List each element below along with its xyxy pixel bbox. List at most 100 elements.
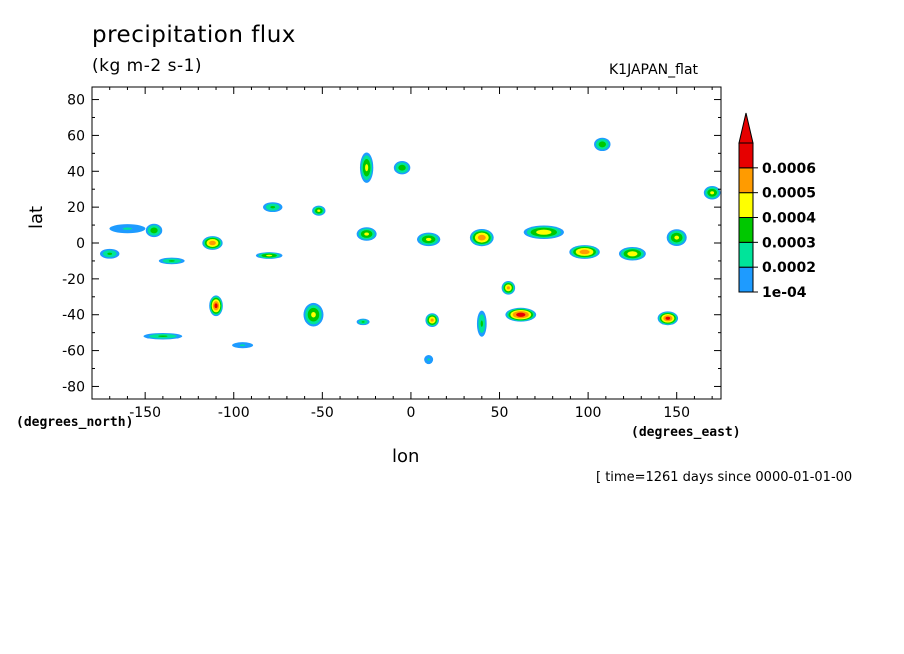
precip-feature [703,186,721,200]
y-tick-label: 20 [67,200,85,216]
precip-feature [657,311,679,326]
precip-feature [359,152,374,183]
y-tick-label: 60 [67,128,85,144]
x-tick-label: 50 [491,405,509,421]
precip-feature [143,332,183,340]
x-tick-label: 0 [406,405,415,421]
precip-feature [312,205,326,216]
colorbar-label: 0.0006 [762,161,816,177]
contour-level-6 [214,303,218,309]
contour-level-6 [516,312,526,317]
contour-level-4 [311,311,316,318]
y-tick-label: -80 [62,379,85,395]
precip-feature [145,223,163,238]
precip-feature [416,232,441,247]
plot-frame [91,86,722,400]
precip-feature [476,310,487,337]
contour-level-4 [317,209,321,212]
y-tick-label: 40 [67,164,85,180]
contour-level-4 [710,191,715,195]
contour-level-2 [239,344,246,346]
precip-feature [618,246,646,261]
precip-feature [505,307,537,322]
contour-level-2 [122,227,133,230]
precip-feature [263,202,283,213]
contour-level-3 [158,335,168,338]
precip-feature [425,313,439,327]
colorbar-label: 0.0003 [762,235,816,251]
colorbar-label: 1e-04 [762,285,807,301]
x-axis-label: lon [392,446,420,467]
contour-level-3 [480,320,483,327]
contour-level-4 [425,237,432,241]
precip-feature [501,280,516,295]
chart-units: (kg m-2 s-1) [92,56,203,76]
contour-level-3 [361,321,365,323]
precip-feature [109,224,146,234]
precip-feature [356,227,377,241]
contour-level-5 [209,240,216,246]
contour-level-5 [477,234,486,241]
contour-level-5 [506,286,510,290]
y-axis-label: lat [26,205,47,229]
colorbar-swatch [738,167,754,194]
x-axis-units: (degrees_east) [631,425,741,440]
contour-level-4 [364,232,369,236]
precip-feature [209,295,223,317]
contour-level-5 [430,318,434,322]
chart-title: precipitation flux [92,22,296,48]
precip-feature [202,236,223,250]
precip-feature [100,248,120,259]
precip-feature [569,245,600,259]
contour-level-4 [365,164,369,172]
axes: -150 -100 -50 0 50 100 150 80 60 40 20 0 -20 -40 -60 -8… [62,87,721,421]
y-tick-label: 80 [67,93,85,109]
precip-feature [232,342,254,349]
colorbar: 1e-04 0.0002 0.0003 0.0004 0.0005 0.0006 [738,112,816,301]
colorbar-swatch [738,192,754,219]
dataset-label: K1JAPAN_flat [609,62,699,78]
precip-feature [469,229,494,247]
precip-feature [255,252,283,259]
contour-level-3 [598,141,606,148]
colorbar-swatch [738,241,754,268]
y-tick-label: -40 [62,308,85,324]
colorbar-label: 0.0002 [762,260,816,276]
colorbar-swatch [738,266,754,293]
y-tick-label: 0 [76,236,85,252]
x-tick-label: -100 [218,405,250,421]
colorbar-label: 0.0005 [762,186,816,202]
time-info: [ time=1261 days since 0000-01-01-00 [596,470,853,485]
contour-level-4 [266,254,273,257]
y-tick-label: -20 [62,272,85,288]
contour-level-4 [627,251,638,257]
contour-level-5 [579,249,590,255]
contour-level-3 [398,164,406,171]
precip-feature [666,229,687,247]
contour-level-4 [536,229,552,235]
precip-feature [303,302,324,327]
contour-level-6 [665,316,671,320]
precip-feature [523,225,564,240]
contour-level-3 [168,260,175,262]
precip-feature [424,355,434,365]
colorbar-swatch [738,142,754,169]
contour-level-3 [107,252,113,255]
contour-level-3 [270,205,276,209]
precip-feature [393,161,411,175]
precipitation-field [100,137,721,365]
x-tick-label: -150 [129,405,161,421]
colorbar-swatch [738,217,754,243]
colorbar-label: 0.0004 [762,211,816,227]
contour-level-2 [427,358,430,361]
precip-feature [594,137,611,152]
x-tick-label: -50 [311,405,334,421]
y-tick-label: -60 [62,344,85,360]
y-axis-units: (degrees_north) [16,415,134,430]
precip-feature [356,318,370,326]
x-tick-label: 100 [575,405,602,421]
colorbar-extend-arrow [738,112,754,144]
x-tick-label: 150 [663,405,690,421]
precip-feature [158,257,185,265]
